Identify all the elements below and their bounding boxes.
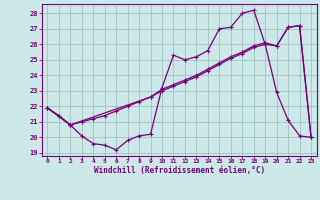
X-axis label: Windchill (Refroidissement éolien,°C): Windchill (Refroidissement éolien,°C) xyxy=(94,166,265,175)
